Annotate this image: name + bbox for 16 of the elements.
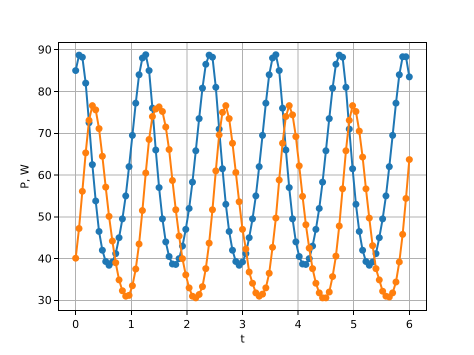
- x-tick-label: 6: [406, 318, 413, 332]
- y-tick-label: 90: [38, 44, 52, 57]
- x-tick-label: 2: [183, 318, 190, 332]
- y-tick-label: 50: [38, 210, 52, 224]
- y-tick-label: 40: [38, 252, 52, 266]
- y-tick-label: 80: [38, 85, 52, 98]
- y-tick-label: 30: [38, 294, 52, 308]
- y-tick-label: 60: [38, 168, 52, 182]
- x-tick-label: 1: [128, 318, 135, 332]
- x-tick-label: 3: [239, 318, 246, 332]
- y-axis-title: P, W: [18, 164, 32, 189]
- x-tick-label: 4: [294, 318, 302, 332]
- x-tick-label: 5: [350, 318, 358, 332]
- x-axis-title: t: [240, 332, 246, 346]
- y-tick-label: 70: [38, 127, 52, 140]
- x-tick-label: 0: [72, 318, 80, 332]
